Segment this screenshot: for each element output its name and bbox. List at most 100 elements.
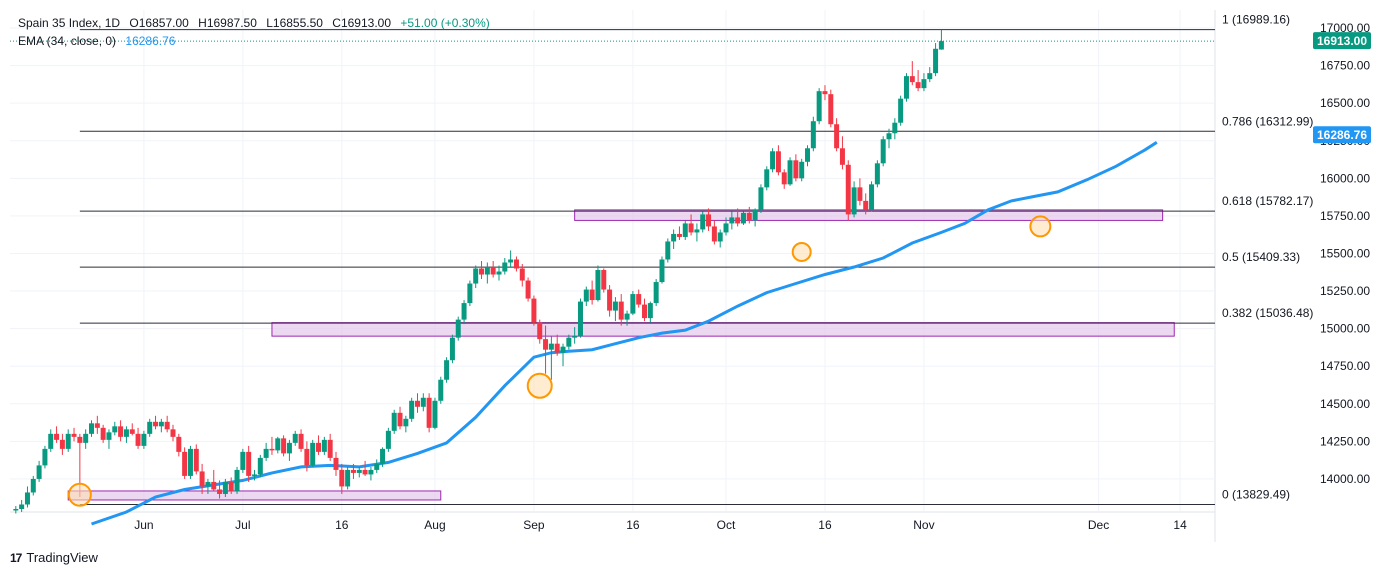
x-tick-label: Oct (717, 518, 736, 532)
candle (281, 435, 287, 457)
candle-body (653, 282, 659, 304)
candle-body (834, 124, 840, 149)
candle (403, 415, 409, 433)
candle-body (380, 448, 386, 464)
candlestick-series (13, 29, 944, 514)
candle (141, 430, 147, 449)
highlight-circles (67, 215, 1052, 507)
candle (577, 298, 583, 338)
candle-body (438, 379, 444, 401)
candle (793, 154, 799, 182)
candle-body (642, 304, 648, 319)
candle (170, 424, 176, 442)
candle-body (129, 429, 135, 434)
candle-body (659, 259, 665, 283)
candle-body (187, 448, 193, 476)
candle-body (537, 322, 543, 340)
candle (508, 250, 514, 268)
candle (554, 334, 560, 356)
candle-body (589, 289, 595, 301)
candle-body (595, 270, 601, 301)
candle-body (374, 463, 380, 470)
candle-body (333, 457, 339, 470)
candle-body (775, 151, 781, 173)
candle-body (269, 448, 275, 451)
candle (799, 158, 805, 182)
ema-label[interactable]: EMA (34, close, 0) (18, 34, 117, 48)
y-tick-label: 16500.00 (1320, 96, 1370, 110)
candle-body (153, 421, 159, 427)
candle (310, 439, 316, 467)
candle (496, 265, 502, 281)
candle (339, 463, 345, 494)
candle (572, 327, 578, 344)
candle (607, 285, 613, 317)
candle (345, 466, 351, 490)
fib-label: 0.618 (15782.17) (1222, 194, 1313, 208)
candle (729, 211, 735, 230)
candle-body (316, 442, 322, 452)
candle (118, 420, 124, 442)
candle (205, 478, 211, 494)
y-tick-label: 15750.00 (1320, 209, 1370, 223)
candle-body (193, 448, 199, 472)
candle-body (310, 442, 316, 466)
candle (350, 463, 356, 479)
candle (484, 262, 490, 284)
candle (380, 447, 386, 467)
candle-body (938, 41, 944, 50)
candle (65, 429, 71, 452)
candle (356, 466, 362, 478)
candle (420, 393, 426, 412)
candle (898, 95, 904, 126)
candle-body (257, 457, 263, 475)
candle (13, 505, 19, 514)
candle-body (164, 421, 170, 430)
candle-body (479, 268, 485, 275)
x-tick-label: 14 (1173, 518, 1187, 532)
candle (583, 286, 589, 307)
candle-body (892, 122, 898, 134)
candle (531, 295, 537, 326)
candle (473, 265, 479, 289)
candle (414, 393, 420, 413)
candle-body (391, 412, 397, 431)
candle (787, 157, 793, 186)
candle-body (583, 289, 589, 302)
candle-body (118, 426, 124, 437)
candle-body (286, 442, 292, 454)
candle-body (65, 433, 71, 449)
candle (228, 477, 234, 494)
candle (746, 206, 752, 224)
candle-body (94, 423, 100, 428)
fib-levels: 1 (16989.16) 0.786 (16312.99) 0.618 (15782… (10, 13, 1313, 506)
candle (903, 73, 909, 102)
tradingview-logo[interactable]: 17 TradingView (10, 550, 98, 565)
candle-body (141, 433, 147, 446)
candle-body (607, 289, 613, 311)
candle-body (345, 469, 351, 487)
candle-body (688, 223, 694, 233)
candle (589, 280, 595, 305)
candle (682, 220, 688, 240)
candle (129, 423, 135, 436)
symbol-title[interactable]: Spain 35 Index, 1D (18, 16, 121, 30)
candle-body (909, 76, 915, 83)
candle (659, 256, 665, 284)
support-zone (271, 322, 1175, 337)
candle (519, 264, 525, 287)
candle-body (770, 151, 776, 170)
candle-body (490, 267, 496, 275)
candle-body (746, 212, 752, 221)
candle-body (933, 48, 939, 74)
candle (892, 118, 898, 140)
candle (48, 429, 54, 452)
candle-body (630, 294, 636, 314)
candle (461, 300, 467, 325)
candle (333, 451, 339, 476)
candle (775, 145, 781, 176)
candle (933, 43, 939, 77)
low-value: L16855.50 (266, 16, 323, 30)
candle (857, 178, 863, 206)
